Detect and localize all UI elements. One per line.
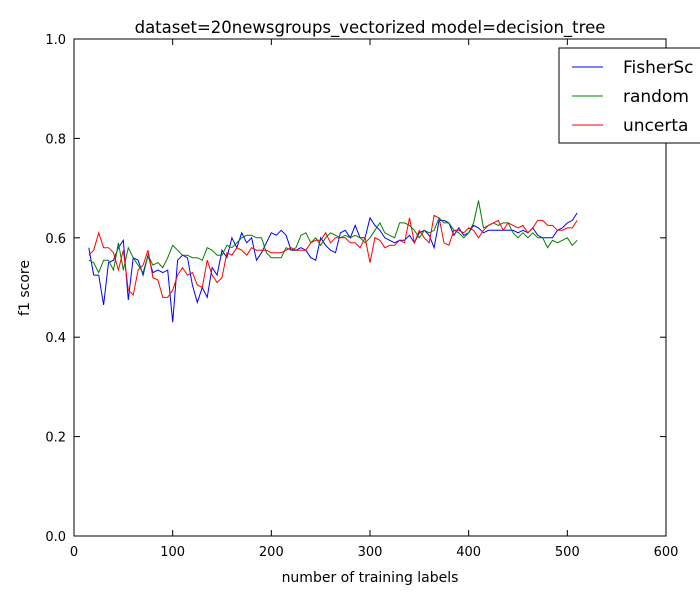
y-tick-label: 0.2 [45,431,66,446]
legend: FisherSc random uncerta [558,47,700,144]
x-axis-label: number of training labels [282,570,459,586]
y-axis-label: f1 score [17,260,33,316]
series-line-uncertainty [88,214,578,298]
chart-title: dataset=20newsgroups_vectorized model=de… [135,18,606,38]
y-tick-label: 0.8 [45,132,66,147]
plot-lines [88,200,578,323]
series-line-random [88,200,578,274]
legend-label-random: random [623,87,689,107]
y-tick-label: 0.4 [45,331,66,346]
y-tick-label: 0.6 [45,232,66,247]
legend-label-fisherscore: FisherSc [623,58,693,78]
x-tick-label: 500 [555,545,580,560]
x-tick-label: 400 [456,545,481,560]
x-tick-label: 0 [70,545,78,560]
series-line-fisherscore [88,212,578,323]
legend-label-uncertainty: uncerta [623,116,688,136]
x-tick-label: 200 [259,545,284,560]
y-tick-label: 0.0 [45,530,66,545]
x-tick-label: 600 [654,545,679,560]
x-tick-label: 100 [160,545,185,560]
y-axis: 0.0 0.2 0.4 0.6 0.8 1.0 [45,33,666,545]
x-axis: 0 100 200 300 400 500 600 [70,39,679,560]
y-tick-label: 1.0 [45,33,66,48]
x-tick-label: 300 [358,545,383,560]
